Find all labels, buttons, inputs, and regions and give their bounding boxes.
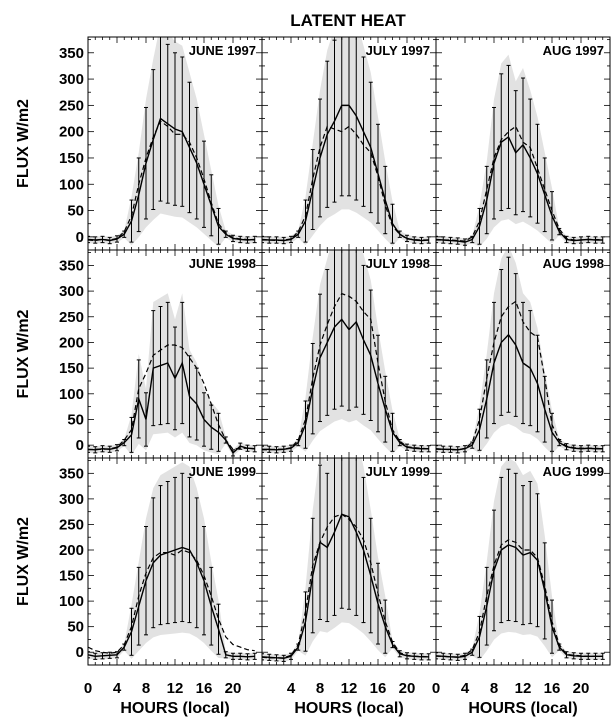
x-tick-label: 20 bbox=[399, 680, 416, 697]
y-tick-label: 350 bbox=[59, 45, 84, 62]
solid-series-line bbox=[262, 513, 429, 660]
y-tick-label: 200 bbox=[59, 542, 84, 559]
variability-band bbox=[88, 293, 255, 457]
dashed-series-line bbox=[262, 513, 429, 659]
x-tick-label: 20 bbox=[573, 680, 590, 697]
variability-band bbox=[262, 458, 429, 662]
error-bar bbox=[88, 235, 90, 244]
dashed-series-line bbox=[262, 125, 429, 242]
dashed-series-line bbox=[262, 292, 429, 451]
panel-title: JULY 1998 bbox=[366, 256, 430, 271]
dashed-series-line bbox=[88, 120, 255, 242]
variability-band bbox=[88, 37, 255, 247]
panel-grid: FLUX W/m2 FLUX W/m2 FLUX W/m2 HOURS (local)… bbox=[15, 36, 611, 717]
x-tick-label: 16 bbox=[196, 680, 213, 697]
error-bar bbox=[262, 445, 264, 453]
panel-title: AUG 1998 bbox=[543, 256, 604, 271]
error-bar bbox=[436, 235, 438, 244]
variability-band bbox=[436, 458, 603, 661]
x-tick-label: 16 bbox=[370, 680, 387, 697]
x-tick-label: 0 bbox=[432, 680, 440, 697]
x-axis-label: HOURS (local) bbox=[120, 700, 229, 717]
dashed-series-line bbox=[88, 344, 255, 451]
error-bar bbox=[88, 651, 90, 659]
x-tick-label: 8 bbox=[316, 680, 324, 697]
variability-band bbox=[262, 37, 429, 247]
x-tick-label: 8 bbox=[142, 680, 150, 697]
dashed-series-line bbox=[88, 549, 255, 654]
y-tick-label: 300 bbox=[59, 283, 84, 300]
dashed-series-line bbox=[436, 300, 603, 451]
panel-title: JUNE 1997 bbox=[189, 43, 256, 58]
dashed-series-line bbox=[436, 125, 603, 242]
x-tick-label: 16 bbox=[544, 680, 561, 697]
x-tick-label: 4 bbox=[287, 680, 296, 697]
panel-june-1997: 0 50 100 150 200 250 300 350 JUNE 1997 bbox=[59, 36, 263, 251]
x-tick-label: 0 bbox=[84, 680, 92, 697]
x-tick-label: 20 bbox=[225, 680, 242, 697]
panel-title: JULY 1999 bbox=[366, 464, 430, 479]
y-tick-label: 150 bbox=[59, 360, 84, 377]
y-tick-label: 0 bbox=[76, 644, 84, 661]
y-tick-label: 350 bbox=[59, 465, 84, 482]
dashed-series-line bbox=[436, 539, 603, 658]
variability-band bbox=[436, 54, 603, 247]
x-tick-label: 12 bbox=[515, 680, 532, 697]
figure-title: LATENT HEAT bbox=[290, 11, 406, 30]
variability-band bbox=[262, 250, 429, 455]
error-bar bbox=[262, 235, 264, 244]
panel-july-1997: JULY 1997 bbox=[261, 36, 437, 251]
y-tick-label: 350 bbox=[59, 257, 84, 274]
y-tick-label: 100 bbox=[59, 386, 84, 403]
solid-series-line bbox=[88, 546, 255, 658]
x-tick-label: 12 bbox=[167, 680, 184, 697]
panel-june-1998: 0 50 100 150 200 250 300 350 JUNE 1998 bbox=[59, 249, 263, 459]
panel-title: JUNE 1999 bbox=[189, 464, 256, 479]
y-tick-label: 250 bbox=[59, 309, 84, 326]
panel-title: AUG 1997 bbox=[543, 43, 604, 58]
error-bar bbox=[436, 445, 438, 453]
x-tick-label: 12 bbox=[341, 680, 358, 697]
y-tick-label: 150 bbox=[59, 568, 84, 585]
x-tick-label: 4 bbox=[461, 680, 470, 697]
y-tick-label: 250 bbox=[59, 97, 84, 114]
y-axis-label: FLUX W/m2 bbox=[15, 517, 32, 606]
y-tick-label: 100 bbox=[59, 593, 84, 610]
y-tick-label: 50 bbox=[67, 203, 84, 220]
panel-title: JULY 1997 bbox=[366, 43, 430, 58]
y-tick-label: 100 bbox=[59, 176, 84, 193]
y-tick-label: 300 bbox=[59, 71, 84, 88]
y-tick-label: 0 bbox=[76, 229, 84, 246]
panel-july-1999: 4 8 12 16 20 JULY 1999 bbox=[261, 457, 437, 697]
panel-july-1998: JULY 1998 bbox=[261, 249, 437, 459]
y-tick-label: 250 bbox=[59, 516, 84, 533]
error-bar bbox=[436, 652, 438, 660]
panel-june-1999: 0 50 100 150 200 250 300 350 0 4 8 12 16 20 JUNE 1999 bbox=[59, 457, 263, 697]
panel-aug-1999: 0 4 8 12 16 20 AUG 1999 bbox=[432, 457, 611, 697]
x-axis-label: HOURS (local) bbox=[468, 700, 577, 717]
solid-series-line bbox=[436, 544, 603, 659]
y-tick-label: 150 bbox=[59, 150, 84, 167]
y-tick-label: 50 bbox=[67, 619, 84, 636]
error-bar bbox=[262, 653, 264, 661]
panel-title: JUNE 1998 bbox=[189, 256, 256, 271]
y-tick-label: 200 bbox=[59, 334, 84, 351]
y-tick-label: 300 bbox=[59, 491, 84, 508]
panel-aug-1997: AUG 1997 bbox=[435, 36, 611, 251]
y-tick-label: 50 bbox=[67, 411, 84, 428]
error-bar bbox=[88, 445, 90, 453]
y-tick-label: 200 bbox=[59, 124, 84, 141]
y-axis-label: FLUX W/m2 bbox=[15, 309, 32, 398]
y-tick-label: 0 bbox=[76, 437, 84, 454]
x-tick-label: 4 bbox=[113, 680, 122, 697]
variability-band bbox=[88, 462, 255, 661]
y-axis-label: FLUX W/m2 bbox=[15, 99, 32, 188]
variability-band bbox=[436, 250, 603, 455]
panel-title: AUG 1999 bbox=[543, 464, 604, 479]
panel-aug-1998: AUG 1998 bbox=[435, 249, 611, 459]
x-tick-label: 8 bbox=[490, 680, 498, 697]
x-axis-label: HOURS (local) bbox=[294, 700, 403, 717]
